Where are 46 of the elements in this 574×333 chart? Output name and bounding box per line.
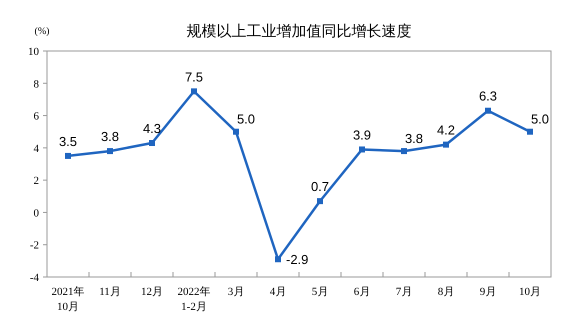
data-label: 0.7 [310,179,330,194]
y-tick-label: 0 [34,207,40,220]
data-label: 5.0 [530,112,550,127]
x-tick-label: 3月 [228,286,244,298]
data-label: 3.8 [100,129,120,144]
x-tick-label: 5月 [312,286,328,298]
y-axis-title: (%) [34,26,50,37]
point [443,142,449,148]
x-tick-label: 10月 [519,286,541,298]
x-tick-label: 7月 [396,286,412,298]
point [233,128,239,135]
x-tick-label: 6月 [354,286,370,298]
x-tick-label: 2021年 10月 [52,286,84,313]
point [65,152,71,159]
data-label: 4.2 [436,122,456,138]
x-tick-label: 12月 [141,286,163,298]
y-tick-label: 6 [34,110,40,123]
y-tick-label: -4 [30,272,40,284]
point [275,256,281,262]
data-label: -2.9 [286,252,308,268]
x-tick-label: 4月 [270,286,286,298]
point [359,146,365,152]
x-tick-label: 11月 [99,286,121,298]
data-label: 5.0 [236,112,256,127]
point [191,88,197,94]
y-tick-label: 10 [28,46,40,58]
y-tick-label: 2 [34,175,39,188]
y-tick-label: 4 [34,142,40,155]
data-label: 3.5 [58,134,78,149]
point [485,108,491,114]
point [527,128,533,135]
data-label: 4.3 [142,121,162,136]
data-label: 7.5 [184,69,204,84]
data-label: 3.9 [352,127,372,142]
x-tick-label: 9月 [480,286,496,298]
x-tick-label: 8月 [438,286,454,298]
point [317,198,323,204]
point [149,140,155,146]
point [401,148,407,154]
y-tick-label: 8 [34,78,40,90]
x-tick-label: 2022年 1-2月 [178,286,210,313]
chart-title: 规模以上工业增加值同比增长速度 [186,23,412,40]
y-tick-label: -2 [30,240,39,252]
data-label: 3.8 [404,131,424,146]
data-label: 6.3 [478,88,498,104]
point [107,148,113,154]
